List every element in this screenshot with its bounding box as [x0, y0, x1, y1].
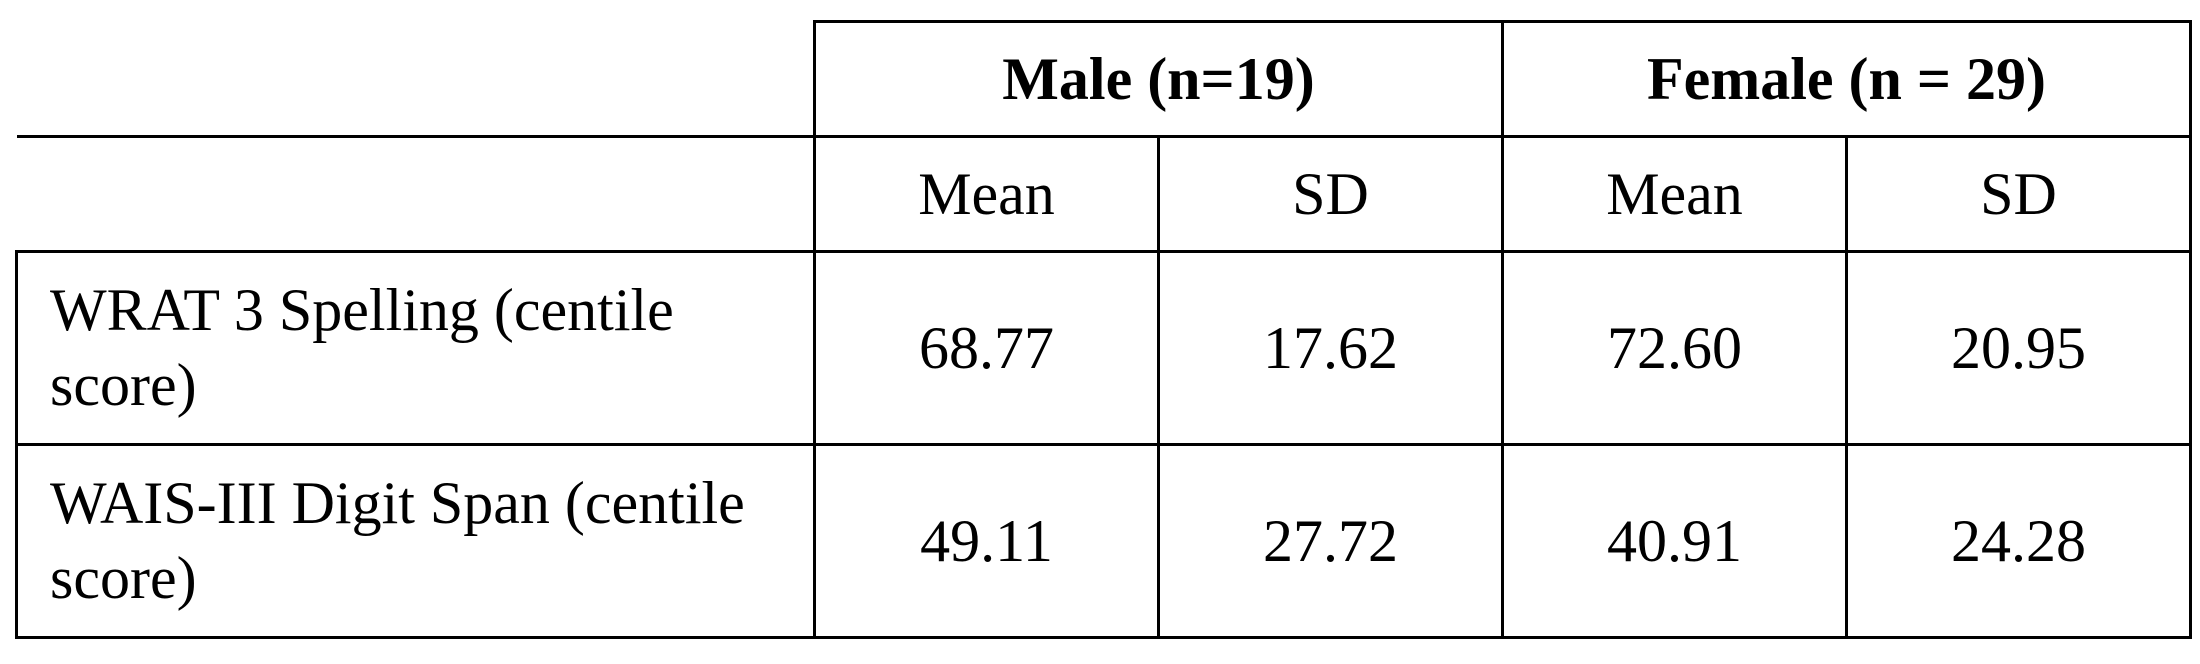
male-mean-header: Mean	[813, 135, 1160, 253]
female-mean-cell: 72.60	[1501, 250, 1848, 446]
male-sd-cell: 17.62	[1157, 250, 1504, 446]
row-label-wais-digit-span: WAIS-III Digit Span (centile score)	[15, 443, 816, 639]
male-mean-cell: 49.11	[813, 443, 1160, 639]
male-sd-cell: 27.72	[1157, 443, 1504, 639]
female-sd-header: SD	[1845, 135, 2192, 253]
subheader-row: Mean SD Mean SD	[16, 135, 2192, 253]
female-sd-cell: 24.28	[1845, 443, 2192, 639]
empty-corner-cell	[16, 21, 816, 138]
female-mean-cell: 40.91	[1501, 443, 1848, 639]
male-mean-cell: 68.77	[813, 250, 1160, 446]
female-sd-cell: 20.95	[1845, 250, 2192, 446]
row-label-wrat-spelling: WRAT 3 Spelling (centile score)	[15, 250, 816, 446]
empty-corner-cell	[16, 136, 816, 253]
table-row: WRAT 3 Spelling (centile score) 68.77 17…	[15, 250, 2192, 446]
stats-table: Male (n=19) Female (n = 29) Mean SD Mean…	[15, 20, 2192, 639]
male-sd-header: SD	[1157, 135, 1504, 253]
group-header-female: Female (n = 29)	[1501, 20, 2192, 138]
female-mean-header: Mean	[1501, 135, 1848, 253]
table-row: WAIS-III Digit Span (centile score) 49.1…	[15, 443, 2192, 639]
group-header-male: Male (n=19)	[813, 20, 1504, 138]
group-header-row: Male (n=19) Female (n = 29)	[16, 20, 2192, 138]
